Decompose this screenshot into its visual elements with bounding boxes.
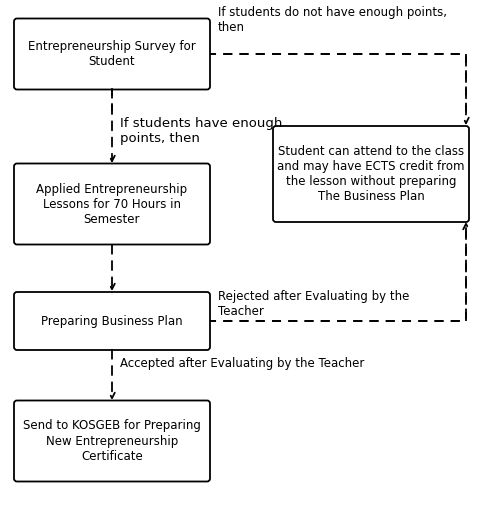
Text: Entrepreneurship Survey for
Student: Entrepreneurship Survey for Student	[28, 40, 196, 68]
Text: Student can attend to the class
and may have ECTS credit from
the lesson without: Student can attend to the class and may …	[277, 145, 464, 203]
FancyBboxPatch shape	[14, 292, 209, 350]
Text: Send to KOSGEB for Preparing
New Entrepreneurship
Certificate: Send to KOSGEB for Preparing New Entrepr…	[23, 419, 201, 463]
FancyBboxPatch shape	[272, 126, 468, 222]
Text: Rejected after Evaluating by the
Teacher: Rejected after Evaluating by the Teacher	[218, 290, 408, 318]
FancyBboxPatch shape	[14, 401, 209, 482]
Text: Accepted after Evaluating by the Teacher: Accepted after Evaluating by the Teacher	[120, 357, 364, 371]
FancyBboxPatch shape	[14, 18, 209, 90]
Text: If students have enough
points, then: If students have enough points, then	[120, 117, 282, 145]
Text: If students do not have enough points,
then: If students do not have enough points, t…	[218, 6, 446, 34]
Text: Applied Entrepreneurship
Lessons for 70 Hours in
Semester: Applied Entrepreneurship Lessons for 70 …	[37, 183, 187, 225]
FancyBboxPatch shape	[14, 163, 209, 244]
Text: Preparing Business Plan: Preparing Business Plan	[41, 315, 183, 327]
